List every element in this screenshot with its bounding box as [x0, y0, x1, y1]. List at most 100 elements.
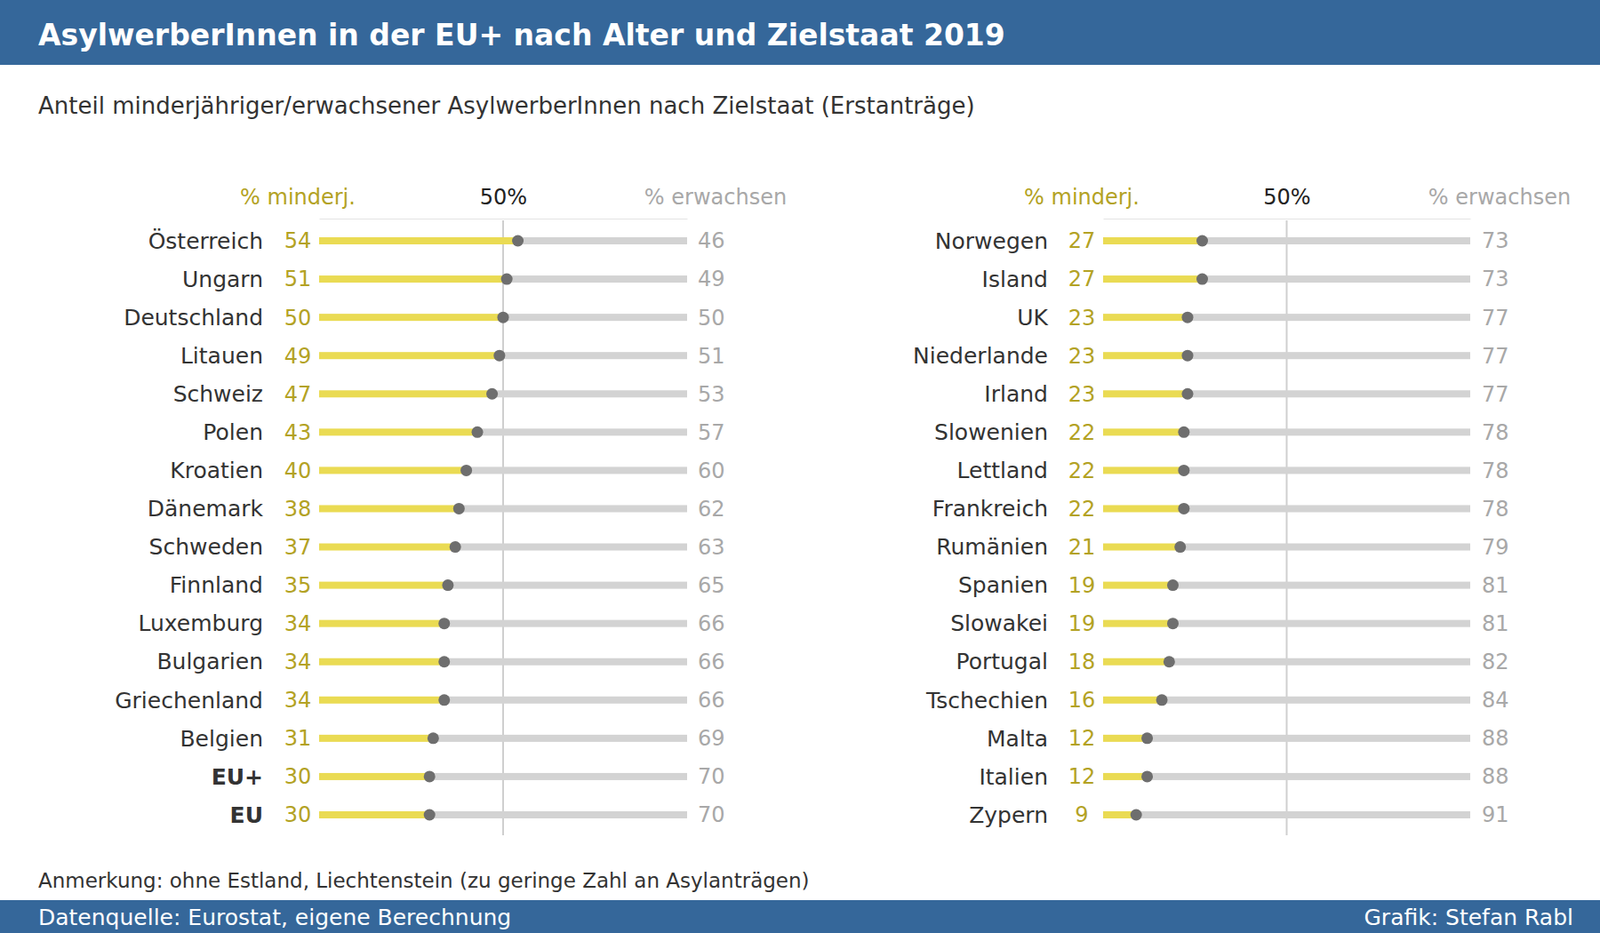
dot — [1167, 579, 1179, 592]
bar — [432, 735, 688, 743]
dot — [1177, 426, 1190, 439]
dot — [472, 426, 484, 439]
category-label: Malta — [986, 726, 1048, 752]
bar — [1172, 620, 1471, 628]
data-label: 31 — [284, 726, 312, 752]
bar — [1184, 504, 1471, 512]
note: Anmerkung: ohne Estland, Liechtenstein (… — [38, 869, 810, 893]
data-label: 16 — [1068, 688, 1096, 713]
data-label: 34 — [284, 649, 312, 675]
axis-line — [1104, 218, 1472, 220]
data-label: 19 — [1068, 611, 1096, 637]
dot — [1177, 464, 1190, 477]
bar — [1202, 237, 1471, 245]
dot — [1196, 235, 1208, 248]
bar — [1136, 811, 1471, 819]
data-label: 77 — [1481, 344, 1510, 369]
data-label: 91 — [1481, 802, 1510, 828]
category-label: Griechenland — [114, 688, 264, 714]
data-label: 62 — [697, 496, 726, 522]
category-label: Schweden — [149, 534, 264, 560]
data-label: 63 — [697, 535, 726, 560]
bar — [492, 390, 688, 398]
data-label: 78 — [1481, 458, 1510, 484]
dot — [497, 312, 510, 324]
tick: 50% — [480, 184, 528, 219]
bar — [319, 466, 467, 474]
data-label: 70 — [697, 764, 726, 790]
category-label: Irland — [984, 381, 1048, 408]
data-label: 50 — [284, 305, 312, 331]
bar — [1103, 773, 1148, 781]
data-label: 88 — [1481, 726, 1510, 752]
category-label: Ungarn — [182, 266, 264, 293]
bar — [1202, 275, 1471, 283]
series-header: % minderj. — [240, 184, 356, 210]
category-label: EU — [230, 802, 264, 829]
data-label: 77 — [1481, 382, 1510, 408]
data-label: 50 — [697, 305, 726, 331]
dot — [1156, 694, 1168, 706]
source: Datenquelle: Eurostat, eigene Berechnung — [38, 904, 512, 931]
data-labels: 73737777777878787981818284888891 — [1481, 228, 1510, 828]
data-label: 51 — [284, 266, 312, 292]
bar — [1103, 658, 1169, 666]
series-header: % minderj. — [1024, 184, 1140, 210]
bar — [466, 466, 688, 474]
data-label: 38 — [284, 496, 312, 522]
tick: 50% — [1263, 184, 1311, 219]
footer-banner — [0, 900, 1600, 933]
bar — [1103, 390, 1188, 398]
bar — [319, 620, 445, 628]
data-label: 73 — [1481, 266, 1510, 292]
bar — [1103, 504, 1184, 512]
dot — [1177, 503, 1190, 515]
bar — [319, 313, 504, 321]
chart-root: AsylwerberInnen in der EU+ nach Alter un… — [0, 0, 1600, 933]
bar — [444, 696, 688, 704]
dot — [438, 617, 450, 630]
bar — [319, 773, 430, 781]
data-label: 23 — [1068, 305, 1096, 331]
bar — [1103, 313, 1188, 321]
dot — [449, 541, 462, 553]
bar — [319, 658, 445, 666]
category-label: Luxemburg — [137, 610, 264, 637]
bar — [444, 620, 688, 628]
data-label: 84 — [1481, 688, 1510, 713]
bar — [319, 735, 433, 743]
data-label: 66 — [697, 611, 726, 637]
dot — [493, 350, 505, 362]
bar — [503, 313, 688, 321]
bar — [1161, 696, 1471, 704]
bar — [1147, 773, 1471, 781]
title-banner — [0, 0, 1600, 65]
category-label: Slowakei — [950, 610, 1048, 637]
category-label: EU+ — [211, 764, 264, 791]
bar — [429, 811, 688, 819]
bar — [319, 544, 456, 552]
data-label: 30 — [284, 764, 312, 790]
category-label: Portugal — [955, 648, 1048, 675]
bar — [429, 773, 688, 781]
bar — [1103, 466, 1184, 474]
x-axis: 50% — [1104, 184, 1472, 220]
bar — [518, 237, 688, 245]
data-label: 47 — [284, 382, 312, 408]
data-label: 57 — [697, 420, 726, 446]
data-label: 79 — [1481, 535, 1510, 560]
credit: Grafik: Stefan Rabl — [1364, 904, 1575, 931]
bar — [1184, 466, 1471, 474]
data-label: 54 — [284, 228, 312, 254]
dot — [1141, 770, 1153, 783]
bar — [1103, 735, 1148, 743]
data-label: 12 — [1068, 726, 1096, 752]
category-label: Bulgarien — [156, 648, 264, 675]
data-label: 37 — [284, 535, 312, 560]
data-label: 43 — [284, 420, 312, 446]
data-labels: 46495051535760626365666666697070 — [697, 228, 726, 828]
category-label: Belgien — [179, 726, 264, 752]
data-label: 60 — [697, 458, 726, 484]
dot — [438, 694, 450, 706]
data-label: 81 — [1481, 573, 1510, 599]
